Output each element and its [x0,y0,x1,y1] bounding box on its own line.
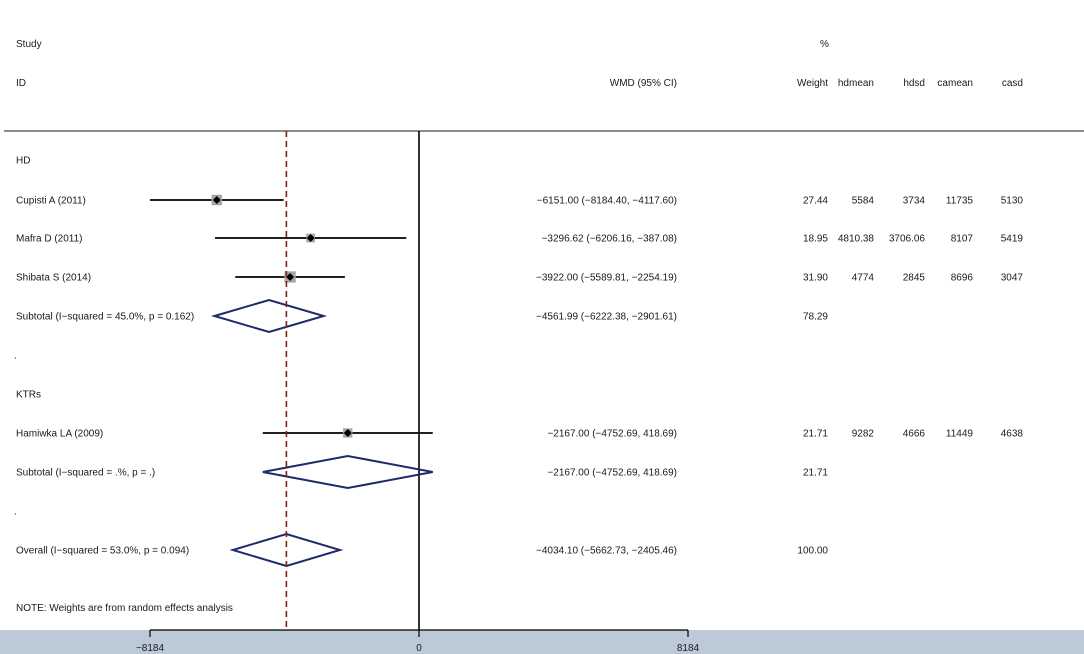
weight-value: 78.29 [803,312,828,323]
row-label: Mafra D (2011) [16,234,83,245]
hdmean-value: 4810.38 [838,234,875,245]
x-tick-label: −8184 [136,643,165,654]
casd-value: 3047 [1001,273,1024,284]
hdsd-value: 3706.06 [889,234,926,245]
row-label: Subtotal (I−squared = 45.0%, p = 0.162) [16,312,194,323]
point-estimate [306,234,315,242]
row-label: Shibata S (2014) [16,273,91,284]
axis-band [0,630,1084,654]
weight-value: 31.90 [803,273,828,284]
ci-text: −2167.00 (−4752.69, 418.69) [547,468,677,479]
row-label: Hamiwka LA (2009) [16,429,103,440]
camean-value: 8696 [951,273,974,284]
camean-value: 11449 [946,429,974,440]
casd-header: casd [1002,78,1023,89]
point-estimate [212,196,221,204]
percent-header: % [820,39,829,50]
spacer-dot: . [14,507,17,518]
row-label: Overall (I−squared = 53.0%, p = 0.094) [16,546,189,557]
hdmean-value: 5584 [852,196,875,207]
camean-header: camean [937,78,973,89]
weight-value: 100.00 [797,546,828,557]
weight-value: 27.44 [803,196,828,207]
hdsd-value: 2845 [903,273,926,284]
overall-diamond [229,532,344,568]
ci-text: −2167.00 (−4752.69, 418.69) [547,429,677,440]
ci-text: −4561.99 (−6222.38, −2901.61) [536,312,677,323]
hdsd-value: 4666 [903,429,926,440]
camean-value: 11735 [946,196,974,207]
casd-value: 4638 [1001,429,1024,440]
group-label: HD [16,156,30,167]
camean-value: 8107 [951,234,974,245]
subtotal-diamond [262,454,433,490]
group-label: KTRs [16,390,41,401]
ci-text: −6151.00 (−8184.40, −4117.60) [537,196,677,207]
study-header: Study [16,39,42,50]
spacer-dot: . [14,351,17,362]
point-estimate [343,429,352,437]
subtotal-diamond [210,298,328,334]
point-estimate [286,273,295,281]
weight-value: 21.71 [803,468,828,479]
id-header: ID [16,78,26,89]
x-tick-label: 8184 [677,643,700,654]
row-label: Cupisti A (2011) [16,196,86,207]
ci-text: −3296.62 (−6206.16, −387.08) [542,234,677,245]
hdmean-value: 9282 [852,429,875,440]
casd-value: 5130 [1001,196,1024,207]
hdmean-header: hdmean [838,78,874,89]
ci-text: −4034.10 (−5662.73, −2405.46) [536,546,677,557]
row-label: Subtotal (I−squared = .%, p = .) [16,468,155,479]
casd-value: 5419 [1001,234,1024,245]
weight-header: Weight [797,78,828,89]
hdsd-value: 3734 [903,196,926,207]
x-tick-label: 0 [416,643,422,654]
hdsd-header: hdsd [903,78,925,89]
ci-text: −3922.00 (−5589.81, −2254.19) [536,273,677,284]
weight-value: 18.95 [803,234,828,245]
weights-note: NOTE: Weights are from random effects an… [16,603,233,614]
wmd-header: WMD (95% CI) [610,78,677,89]
weight-value: 21.71 [803,429,828,440]
hdmean-value: 4774 [852,273,875,284]
